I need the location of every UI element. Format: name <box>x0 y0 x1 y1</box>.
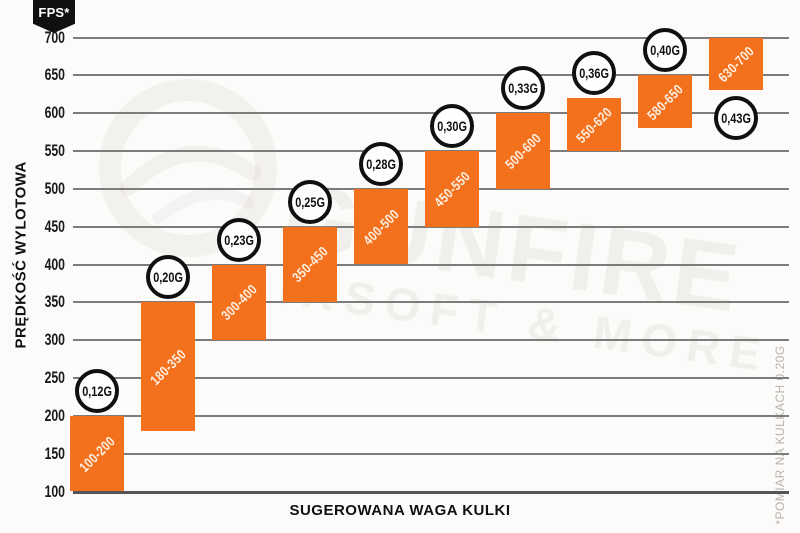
gridline-100 <box>73 490 789 494</box>
range-bar-label: 630-700 <box>714 42 758 86</box>
y-tick-label-650: 650 <box>44 65 65 85</box>
fps-unit-badge-label: FPS* <box>38 5 70 20</box>
weight-badge-030g: 0,30G <box>430 104 474 148</box>
weight-badge-023g: 0,23G <box>217 217 261 262</box>
y-tick-label-550: 550 <box>44 141 65 160</box>
gridline-650 <box>73 74 789 77</box>
weight-badge-040g: 0,40G <box>643 28 687 73</box>
range-bar-036g: 550-620 <box>567 98 621 151</box>
range-bar-label: 450-550 <box>430 167 474 211</box>
gridline-350 <box>73 301 789 304</box>
gridline-450 <box>73 225 789 228</box>
range-bar-025g: 350-450 <box>283 226 337 303</box>
measurement-footnote: *POMIAR NA KULKACH 0.20G <box>773 345 787 525</box>
gridline-300 <box>73 339 789 342</box>
gridline-200 <box>73 414 789 417</box>
range-bar-label: 550-620 <box>572 103 616 146</box>
weight-badge-012g: 0,12G <box>75 368 119 413</box>
range-bar-040g: 580-650 <box>638 75 692 129</box>
weight-badge-036g: 0,36G <box>572 51 616 96</box>
range-bar-020g: 180-350 <box>141 302 195 431</box>
y-tick-label-200: 200 <box>44 405 65 425</box>
range-bar-label: 580-650 <box>643 80 687 123</box>
weight-badge-label: 0,20G <box>153 269 183 286</box>
weight-badge-label: 0,25G <box>295 193 325 210</box>
y-tick-label-700: 700 <box>44 27 65 47</box>
range-bar-012g: 100-200 <box>70 415 124 492</box>
weight-badge-label: 0,23G <box>224 231 254 248</box>
gridline-600 <box>73 112 789 115</box>
weight-badge-label: 0,43G <box>721 110 751 127</box>
weight-badge-label: 0,40G <box>650 42 680 59</box>
y-tick-label-250: 250 <box>44 368 65 387</box>
weight-badge-043g: 0,43G <box>714 96 758 141</box>
range-bar-label: 500-600 <box>501 129 545 173</box>
weight-badge-label: 0,33G <box>508 80 538 97</box>
weight-badge-label: 0,36G <box>579 65 609 82</box>
gridline-150 <box>73 452 789 455</box>
y-tick-label-150: 150 <box>44 443 65 463</box>
y-tick-label-450: 450 <box>44 216 65 236</box>
range-bar-label: 350-450 <box>288 243 332 286</box>
range-bar-043g: 630-700 <box>709 37 763 91</box>
y-tick-label-350: 350 <box>44 292 65 312</box>
range-bar-033g: 500-600 <box>496 113 550 189</box>
weight-badge-label: 0,28G <box>366 155 396 172</box>
range-bar-023g: 300-400 <box>212 264 266 341</box>
gridline-250 <box>73 377 789 379</box>
range-bar-030g: 450-550 <box>425 151 479 227</box>
weight-badge-033g: 0,33G <box>501 66 545 111</box>
weight-badge-028g: 0,28G <box>359 141 403 186</box>
y-tick-label-300: 300 <box>44 330 65 350</box>
weight-badge-label: 0,12G <box>82 382 112 399</box>
y-tick-label-500: 500 <box>44 178 65 198</box>
range-bar-label: 300-400 <box>217 281 261 324</box>
gridline-400 <box>73 263 789 266</box>
range-bar-label: 100-200 <box>75 432 119 475</box>
y-tick-label-400: 400 <box>44 254 65 274</box>
weight-badge-label: 0,30G <box>437 118 467 134</box>
range-bar-028g: 400-500 <box>354 188 408 265</box>
gridline-700 <box>73 36 789 39</box>
range-bar-label: 180-350 <box>146 345 190 388</box>
y-tick-label-600: 600 <box>44 103 65 123</box>
x-axis-title: SUGEROWANA WAGA KULKI <box>289 502 511 519</box>
y-tick-label-100: 100 <box>44 481 65 501</box>
weight-badge-025g: 0,25G <box>288 179 332 224</box>
range-bar-label: 400-500 <box>359 205 403 248</box>
weight-badge-020g: 0,20G <box>146 255 190 300</box>
